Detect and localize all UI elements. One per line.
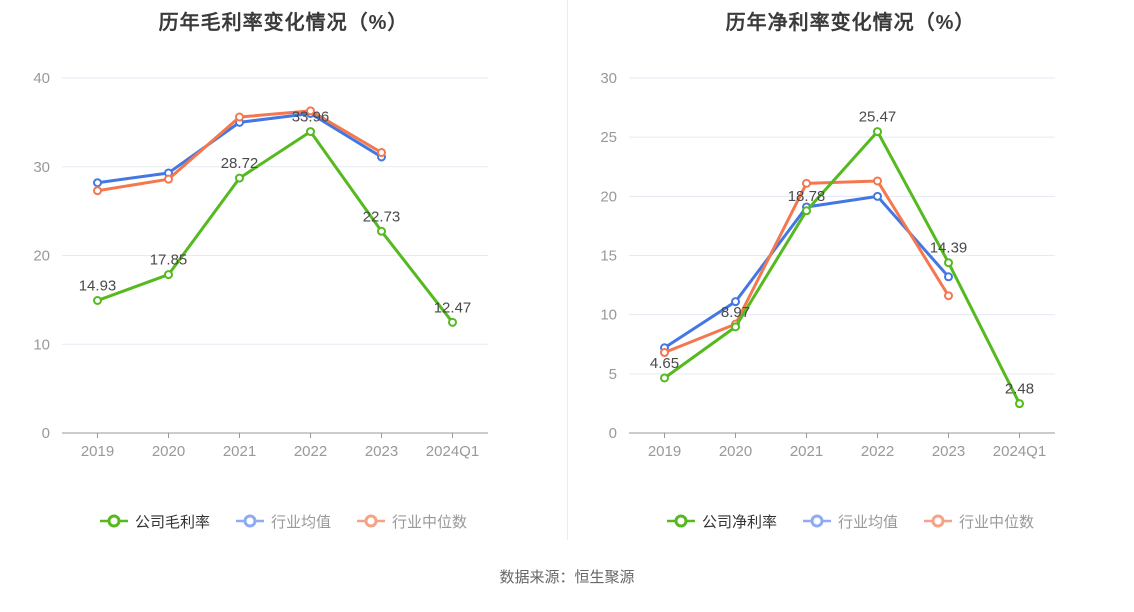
gross-margin-chart-svg: 0 10 20 30 40 2019 2020 2021 2022 2023 2024Q1 14.93… bbox=[33, 70, 488, 460]
x-axis-label: 2022 bbox=[294, 443, 327, 460]
company-data-label: 12.47 bbox=[434, 299, 472, 316]
legend-marker-ring bbox=[243, 514, 257, 528]
gross-margin-chart-legend: 公司毛利率 行业均值 行业中位数 bbox=[0, 506, 567, 536]
legend-label: 行业中位数 bbox=[959, 513, 1035, 531]
industry-median-data-point[interactable] bbox=[873, 176, 882, 186]
company-data-point[interactable] bbox=[731, 322, 740, 332]
company-data-label: 22.73 bbox=[363, 208, 401, 225]
industry-median-data-point[interactable] bbox=[377, 148, 386, 158]
legend-label: 行业中位数 bbox=[392, 513, 468, 531]
legend-label: 行业均值 bbox=[270, 513, 331, 531]
y-axis-tick-label: 40 bbox=[33, 70, 50, 87]
legend-marker-ring bbox=[364, 514, 378, 528]
industry-median-data-point[interactable] bbox=[93, 186, 102, 196]
company-data-point[interactable] bbox=[93, 295, 102, 305]
net-margin-chart-svg: 0 5 10 15 20 25 30 2019 2020 2021 2022 2023 2024Q1 4.… bbox=[600, 70, 1055, 460]
y-axis-tick-label: 10 bbox=[33, 336, 50, 353]
industry-median-data-point[interactable] bbox=[164, 174, 173, 184]
industry-avg-data-point[interactable] bbox=[873, 191, 882, 201]
legend-item-industry-median[interactable]: 行业中位数 bbox=[357, 511, 467, 532]
company-legend-marker-icon bbox=[666, 514, 695, 528]
company-data-label: 8.97 bbox=[721, 304, 750, 321]
x-axis-label: 2024Q1 bbox=[426, 443, 479, 460]
industry-avg-series-line[interactable] bbox=[663, 194, 950, 350]
company-data-point[interactable] bbox=[235, 173, 244, 183]
industry-avg-data-point[interactable] bbox=[944, 272, 953, 282]
company-data-point[interactable] bbox=[802, 206, 811, 216]
y-axis-tick-label: 15 bbox=[600, 248, 617, 265]
legend-marker-ring bbox=[810, 514, 824, 528]
x-axis-label: 2019 bbox=[648, 443, 681, 460]
y-axis-tick-label: 0 bbox=[609, 425, 617, 442]
legend-item-industry-avg[interactable]: 行业均值 bbox=[235, 511, 331, 532]
company-series-line[interactable] bbox=[96, 130, 454, 324]
industry-median-data-point[interactable] bbox=[944, 291, 953, 301]
y-axis-tick-label: 5 bbox=[609, 366, 617, 383]
company-data-point[interactable] bbox=[306, 127, 315, 137]
company-data-label: 14.39 bbox=[930, 240, 968, 257]
company-data-label: 18.78 bbox=[788, 188, 826, 205]
net-margin-chart-panel: 0 5 10 15 20 25 30 2019 2020 2021 2022 2023 2024Q1 4.… bbox=[567, 0, 1134, 548]
company-data-label: 2.48 bbox=[1005, 381, 1034, 398]
company-data-label: 17.85 bbox=[150, 252, 188, 269]
company-data-point[interactable] bbox=[164, 270, 173, 280]
legend-item-company[interactable]: 公司净利率 bbox=[666, 511, 777, 532]
x-axis-label: 2022 bbox=[861, 443, 894, 460]
industry-avg-legend-marker-icon bbox=[802, 514, 831, 528]
y-axis-tick-label: 30 bbox=[33, 159, 50, 176]
legend-item-company[interactable]: 公司毛利率 bbox=[99, 511, 210, 532]
company-data-point[interactable] bbox=[377, 226, 386, 236]
charts-row: 0 10 20 30 40 2019 2020 2021 2022 2023 2024Q1 14.93… bbox=[0, 0, 1134, 548]
x-axis-label: 2023 bbox=[932, 443, 965, 460]
legend-label: 行业均值 bbox=[837, 513, 898, 531]
company-data-point[interactable] bbox=[660, 373, 669, 383]
industry-median-data-point[interactable] bbox=[235, 112, 244, 122]
y-axis-tick-label: 20 bbox=[33, 248, 50, 265]
x-axis-label: 2020 bbox=[719, 443, 752, 460]
y-axis-tick-label: 30 bbox=[600, 70, 617, 87]
company-data-point[interactable] bbox=[448, 317, 457, 327]
company-legend-marker-icon bbox=[99, 514, 128, 528]
legend-marker-ring bbox=[674, 514, 688, 528]
company-data-point[interactable] bbox=[944, 258, 953, 268]
legend-label: 公司毛利率 bbox=[134, 513, 210, 531]
industry-avg-data-point[interactable] bbox=[93, 178, 102, 188]
industry-median-data-point[interactable] bbox=[660, 348, 669, 358]
net-margin-chart-legend: 公司净利率 行业均值 行业中位数 bbox=[567, 506, 1134, 536]
company-data-point[interactable] bbox=[1015, 399, 1024, 409]
industry-median-data-point[interactable] bbox=[306, 106, 315, 116]
industry-median-data-point[interactable] bbox=[802, 178, 811, 188]
legend-item-industry-avg[interactable]: 行业均值 bbox=[802, 511, 898, 532]
panel-divider bbox=[567, 0, 568, 540]
y-axis-tick-label: 0 bbox=[42, 425, 50, 442]
x-axis-label: 2021 bbox=[223, 443, 256, 460]
company-data-point[interactable] bbox=[873, 127, 882, 137]
company-data-label: 4.65 bbox=[650, 355, 679, 372]
data-source-note: 数据来源：恒生聚源 bbox=[499, 569, 635, 586]
gross-margin-chart-title: 历年毛利率变化情况（%） bbox=[158, 12, 409, 34]
y-axis-tick-label: 10 bbox=[600, 307, 617, 324]
company-data-label: 14.93 bbox=[79, 277, 117, 294]
x-axis-label: 2019 bbox=[81, 443, 114, 460]
x-axis-label: 2023 bbox=[365, 443, 398, 460]
industry-median-legend-marker-icon bbox=[924, 514, 952, 528]
gross-margin-chart-panel: 0 10 20 30 40 2019 2020 2021 2022 2023 2024Q1 14.93… bbox=[0, 0, 567, 548]
company-data-label: 33.96 bbox=[292, 109, 330, 126]
x-axis-label: 2020 bbox=[152, 443, 185, 460]
legend-label: 公司净利率 bbox=[701, 513, 777, 531]
net-margin-chart-title: 历年净利率变化情况（%） bbox=[725, 12, 976, 34]
company-data-label: 28.72 bbox=[221, 155, 259, 172]
y-axis-tick-label: 25 bbox=[600, 129, 617, 146]
x-axis-label: 2021 bbox=[790, 443, 823, 460]
legend-marker-ring bbox=[107, 514, 121, 528]
company-series-line[interactable] bbox=[663, 130, 1021, 406]
industry-avg-data-point[interactable] bbox=[731, 297, 740, 307]
industry-median-legend-marker-icon bbox=[357, 514, 385, 528]
legend-marker-ring bbox=[931, 514, 945, 528]
industry-avg-legend-marker-icon bbox=[235, 514, 264, 528]
company-data-label: 25.47 bbox=[859, 109, 897, 126]
x-axis-label: 2024Q1 bbox=[993, 443, 1046, 460]
y-axis-tick-label: 20 bbox=[600, 188, 617, 205]
legend-item-industry-median[interactable]: 行业中位数 bbox=[924, 511, 1034, 532]
